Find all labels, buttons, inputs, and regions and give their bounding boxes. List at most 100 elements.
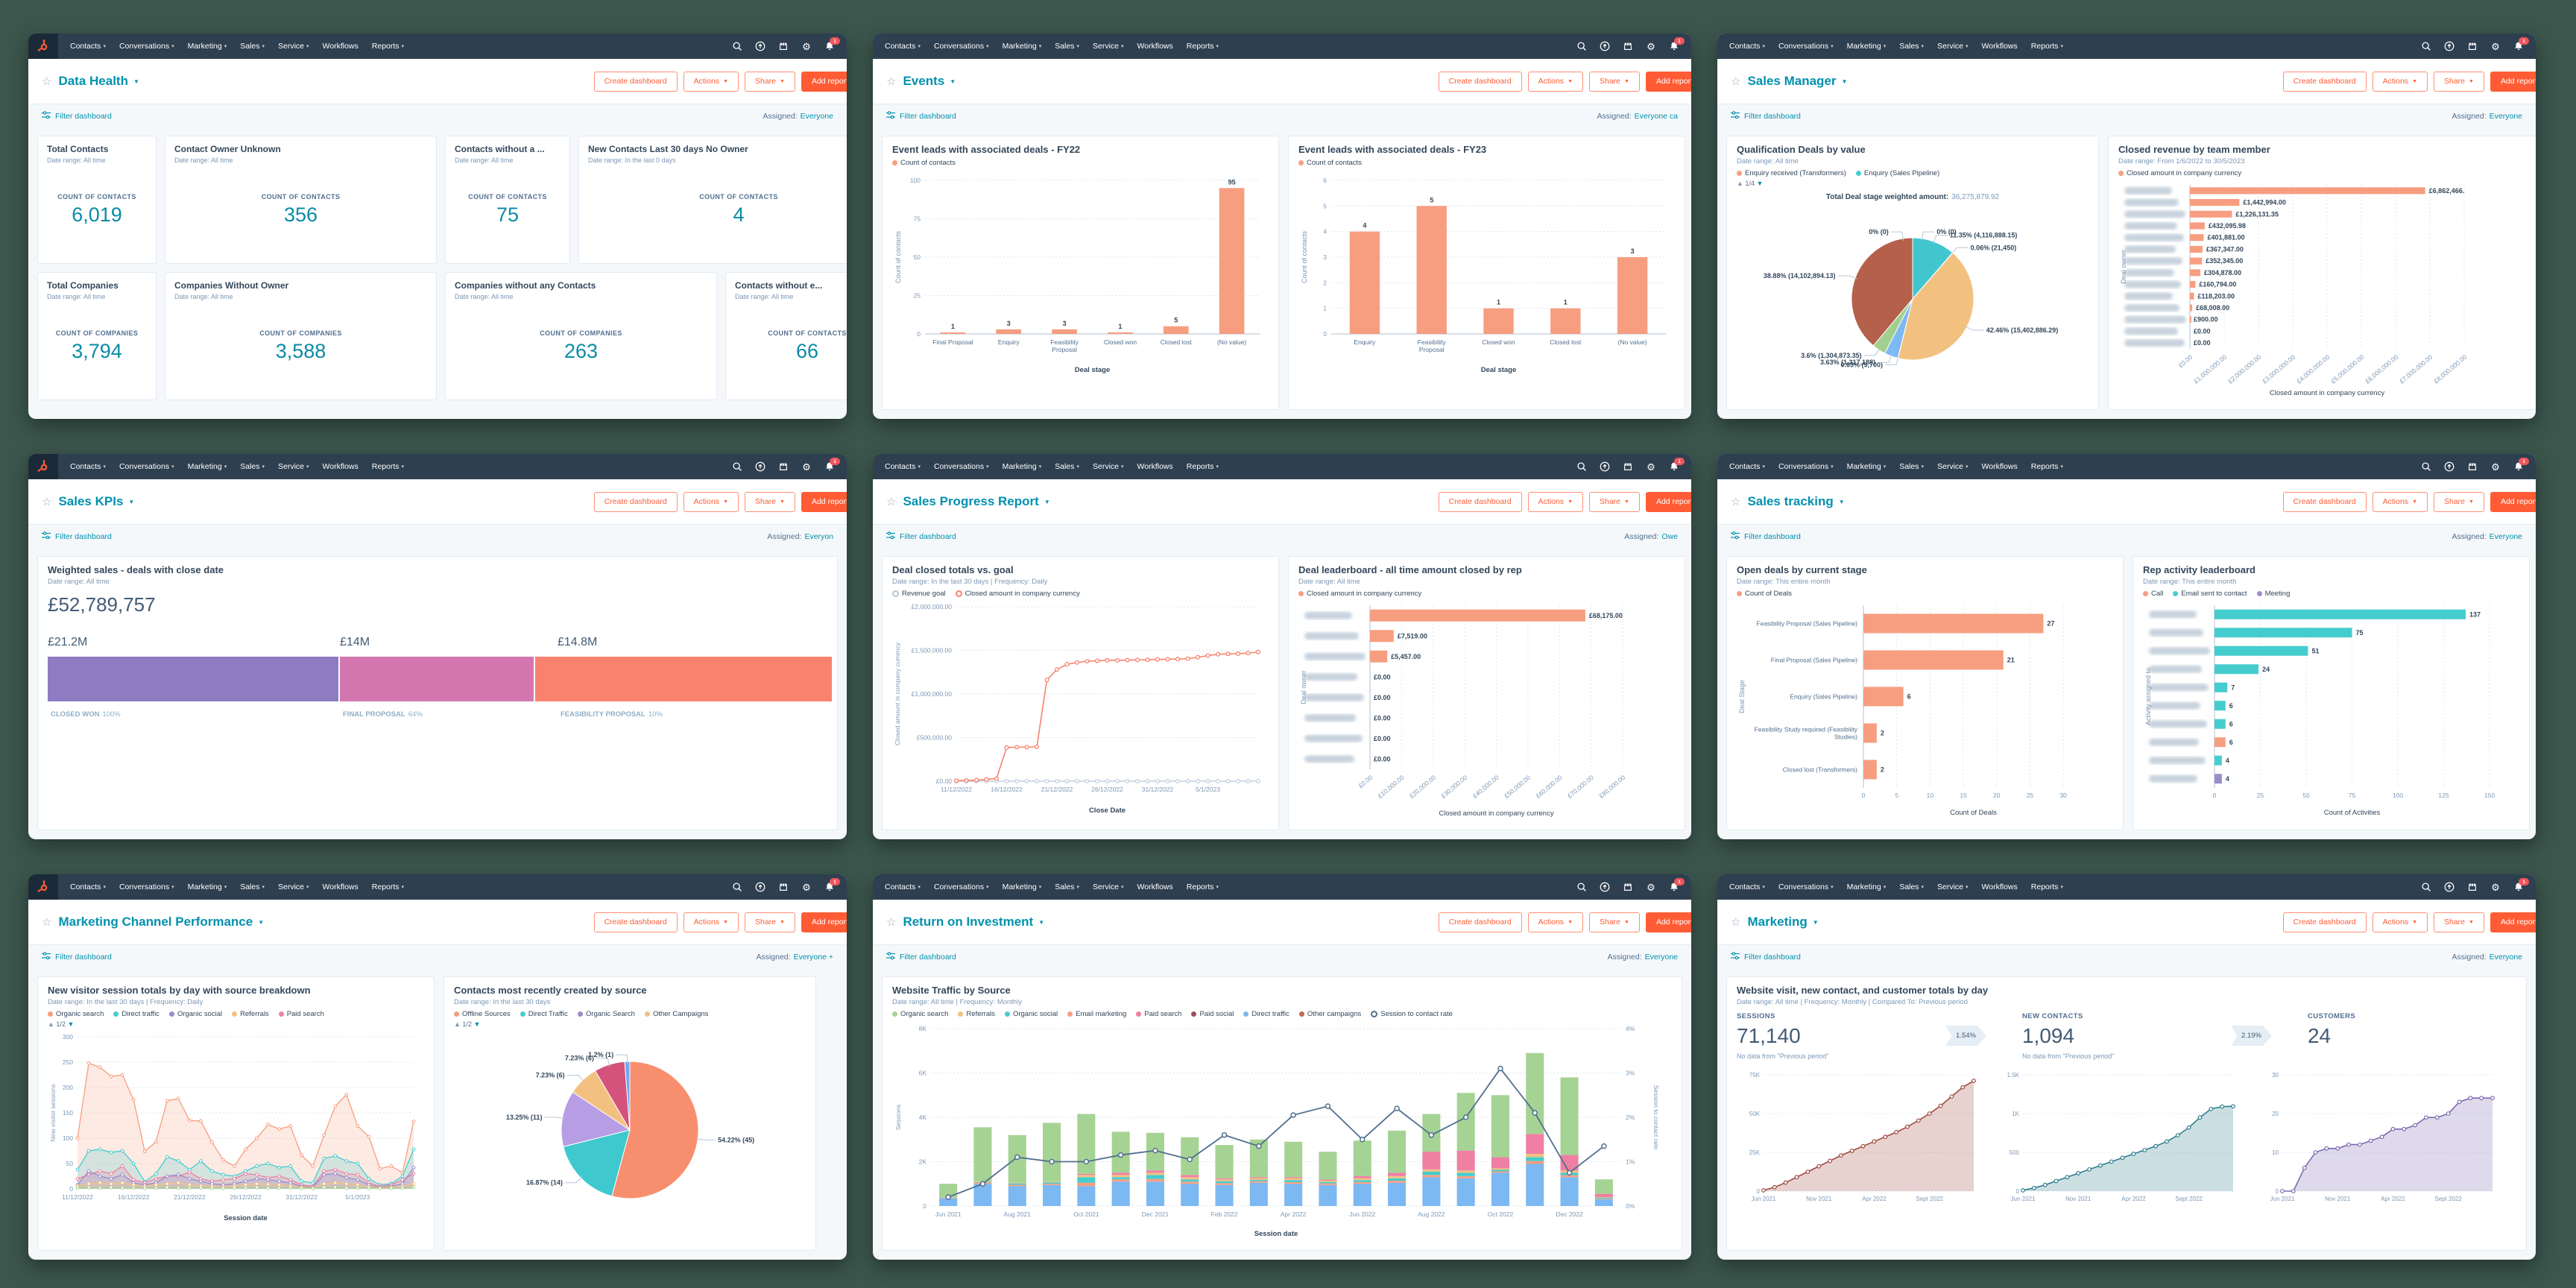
hubspot-logo-icon[interactable] <box>28 454 58 479</box>
add-report-button[interactable]: Add report <box>1645 491 1691 512</box>
nav-item-contacts[interactable]: Contacts ▾ <box>1729 42 1765 51</box>
bar[interactable] <box>2190 187 2425 195</box>
stacked-bar-segment[interactable] <box>1422 1171 1441 1175</box>
bar[interactable] <box>2190 316 2191 323</box>
nav-item-service[interactable]: Service ▾ <box>1093 883 1124 891</box>
bar[interactable] <box>1163 326 1189 334</box>
create-dashboard-button[interactable]: Create dashboard <box>2282 71 2367 92</box>
bar[interactable] <box>1863 650 2004 670</box>
nav-item-contacts[interactable]: Contacts ▾ <box>885 42 921 51</box>
notifications-bell-icon[interactable]: 1 <box>2513 37 2529 51</box>
nav-item-service[interactable]: Service ▾ <box>1937 462 1969 471</box>
marketplace-icon[interactable] <box>778 41 789 51</box>
kpi-tile[interactable]: Total Companies Date range: All time COUNT… <box>37 272 157 400</box>
stacked-bar-segment[interactable] <box>1526 1157 1544 1161</box>
marketplace-icon[interactable] <box>778 882 789 892</box>
nav-item-contacts[interactable]: Contacts ▾ <box>1729 462 1765 471</box>
stacked-bar-segment[interactable] <box>1249 1181 1268 1183</box>
search-icon[interactable] <box>1576 882 1587 892</box>
nav-item-conversations[interactable]: Conversations ▾ <box>1778 42 1834 51</box>
stacked-bar-segment[interactable] <box>1388 1172 1407 1176</box>
bar[interactable] <box>2190 222 2205 230</box>
stacked-bar-segment[interactable] <box>1008 1184 1026 1187</box>
stacked-bar-segment[interactable] <box>1181 1175 1199 1178</box>
nav-item-workflows[interactable]: Workflows <box>323 883 359 891</box>
title-chevron-icon[interactable]: ▼ <box>1841 78 1848 85</box>
stacked-bar-segment[interactable] <box>1491 1169 1509 1172</box>
stacked-bar-segment[interactable] <box>1111 1172 1130 1175</box>
create-dashboard-button[interactable]: Create dashboard <box>2282 491 2367 512</box>
stacked-bar-segment[interactable] <box>1008 1186 1026 1206</box>
bar[interactable] <box>1108 332 1133 334</box>
stacked-bar-segment[interactable] <box>1319 1184 1337 1206</box>
filter-dashboard-link[interactable]: Filter dashboard <box>42 111 112 121</box>
bar[interactable] <box>2214 664 2259 675</box>
bar[interactable] <box>1863 760 1877 780</box>
bar[interactable] <box>2190 269 2201 277</box>
bar[interactable] <box>1863 613 2044 634</box>
add-report-button[interactable]: Add report <box>1645 71 1691 92</box>
stacked-bar-segment[interactable] <box>1111 1177 1130 1180</box>
kpi-tile[interactable]: New Contacts Last 30 days No Owner Date r… <box>578 136 847 264</box>
page-down-icon[interactable]: ▼ <box>65 1020 75 1028</box>
upload-icon[interactable] <box>2444 882 2455 892</box>
stacked-bar-segment[interactable] <box>1077 1177 1096 1183</box>
stacked-bar-segment[interactable] <box>1526 1154 1544 1158</box>
bar[interactable] <box>2214 774 2222 784</box>
assigned-value-link[interactable]: Everyon <box>804 532 833 541</box>
favorite-star-icon[interactable]: ☆ <box>886 916 897 929</box>
upload-icon[interactable] <box>755 461 765 472</box>
stacked-bar-segment[interactable] <box>973 1127 992 1182</box>
bar[interactable] <box>940 332 966 334</box>
title-chevron-icon[interactable]: ▼ <box>133 78 139 85</box>
nav-item-contacts[interactable]: Contacts ▾ <box>70 462 106 471</box>
actions-button[interactable]: Actions ▼ <box>1527 912 1583 932</box>
stacked-bar-segment[interactable] <box>1284 1141 1303 1178</box>
marketplace-icon[interactable] <box>1623 41 1633 51</box>
filter-dashboard-link[interactable]: Filter dashboard <box>886 531 956 542</box>
bar[interactable] <box>2190 304 2193 312</box>
filter-dashboard-link[interactable]: Filter dashboard <box>1731 531 1801 542</box>
nav-item-service[interactable]: Service ▾ <box>1093 462 1124 471</box>
nav-item-workflows[interactable]: Workflows <box>323 42 359 51</box>
kpi-tile[interactable]: Companies Without Owner Date range: All t… <box>165 272 437 400</box>
nav-item-workflows[interactable]: Workflows <box>1982 462 2018 471</box>
stacked-bar-segment[interactable] <box>1491 1172 1509 1206</box>
nav-item-sales[interactable]: Sales ▾ <box>240 462 265 471</box>
stacked-bar-segment[interactable] <box>1146 1172 1164 1175</box>
nav-item-sales[interactable]: Sales ▾ <box>1055 42 1079 51</box>
funnel-segment[interactable] <box>340 657 535 701</box>
add-report-button[interactable]: Add report <box>2490 491 2536 512</box>
notifications-bell-icon[interactable]: 1 <box>1669 878 1685 892</box>
favorite-star-icon[interactable]: ☆ <box>886 496 897 508</box>
notifications-bell-icon[interactable]: 1 <box>2513 458 2529 472</box>
stacked-bar-segment[interactable] <box>1353 1184 1371 1206</box>
stacked-bar-segment[interactable] <box>1284 1177 1303 1178</box>
favorite-star-icon[interactable]: ☆ <box>1731 496 1741 508</box>
nav-item-service[interactable]: Service ▾ <box>278 42 309 51</box>
nav-item-conversations[interactable]: Conversations ▾ <box>119 883 174 891</box>
settings-gear-icon[interactable]: ⚙ <box>1647 881 1655 893</box>
bar[interactable] <box>2190 292 2194 300</box>
filter-dashboard-link[interactable]: Filter dashboard <box>886 111 956 121</box>
settings-gear-icon[interactable]: ⚙ <box>802 461 811 473</box>
nav-item-sales[interactable]: Sales ▾ <box>1055 883 1079 891</box>
share-button[interactable]: Share ▼ <box>2434 912 2484 932</box>
nav-item-conversations[interactable]: Conversations ▾ <box>934 42 989 51</box>
notifications-bell-icon[interactable]: 1 <box>1669 37 1685 51</box>
stacked-bar-segment[interactable] <box>1353 1180 1371 1182</box>
bar[interactable] <box>1052 329 1077 334</box>
bar[interactable] <box>2190 210 2232 218</box>
nav-item-marketing[interactable]: Marketing ▾ <box>1003 462 1042 471</box>
actions-button[interactable]: Actions ▼ <box>683 71 739 92</box>
stacked-bar-segment[interactable] <box>1111 1181 1130 1206</box>
stacked-bar-segment[interactable] <box>1422 1169 1441 1172</box>
bar[interactable] <box>2214 682 2228 692</box>
stacked-bar-segment[interactable] <box>1284 1180 1303 1182</box>
bar[interactable] <box>1370 650 1388 663</box>
actions-button[interactable]: Actions ▼ <box>1527 71 1583 92</box>
assigned-value-link[interactable]: Everyone + <box>793 953 833 962</box>
settings-gear-icon[interactable]: ⚙ <box>802 40 811 52</box>
stacked-bar-segment[interactable] <box>1353 1181 1371 1184</box>
stacked-bar-segment[interactable] <box>1249 1179 1268 1181</box>
